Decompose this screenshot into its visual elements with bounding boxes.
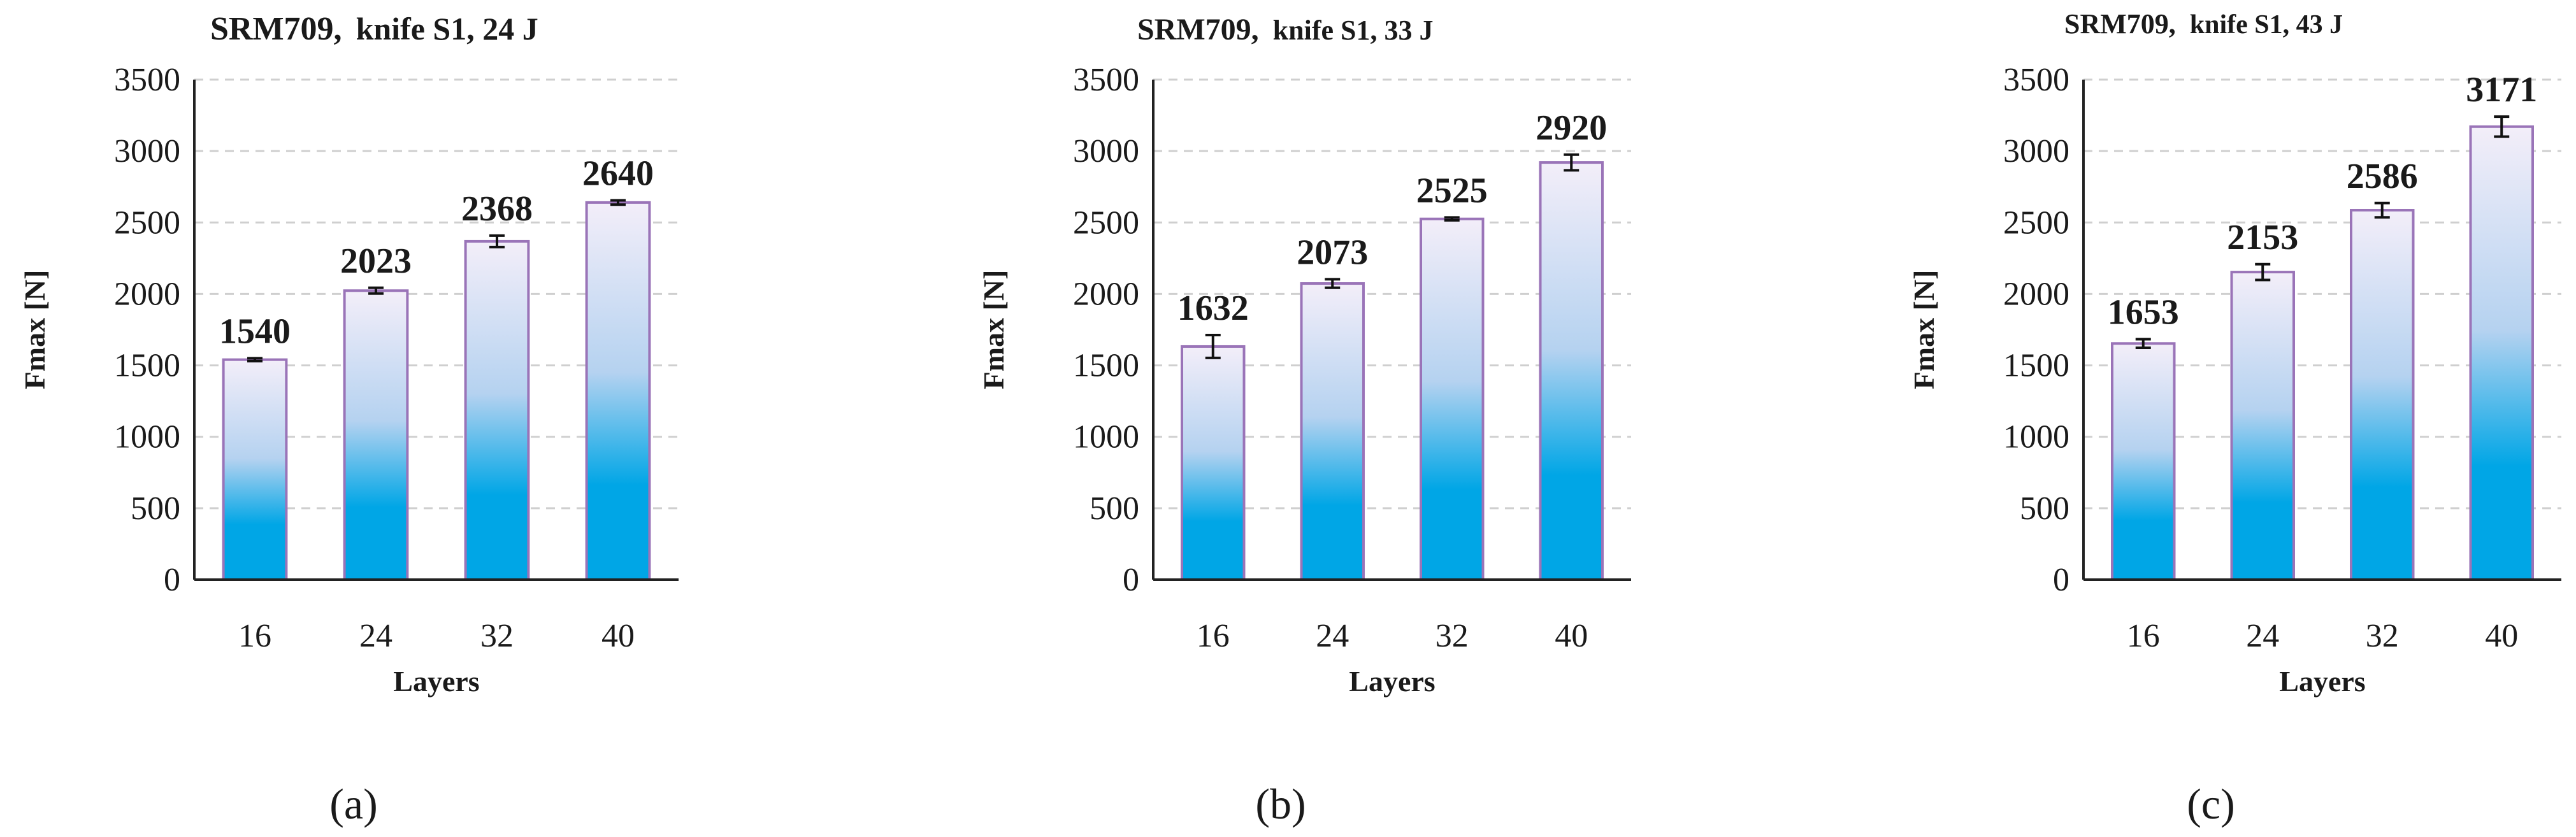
x-tick-label: 32 <box>2366 618 2399 654</box>
y-tick-label: 2500 <box>2003 204 2069 241</box>
bar <box>2469 125 2534 582</box>
y-tick-label: 1500 <box>2003 348 2069 384</box>
bar <box>585 201 651 581</box>
chart-title-main: SRM709, <box>1137 13 1259 46</box>
y-tick-label: 1500 <box>114 348 180 384</box>
x-tick-label: 40 <box>2485 618 2518 654</box>
bar <box>1300 282 1365 581</box>
y-tick-label: 0 <box>2053 562 2069 598</box>
bar <box>1420 217 1485 581</box>
x-tick-label: 24 <box>1316 618 1349 654</box>
y-tick-label: 1000 <box>1073 419 1139 455</box>
y-tick-label: 3500 <box>1073 62 1139 98</box>
y-tick-label: 500 <box>2020 490 2069 527</box>
data-label: 2368 <box>461 189 533 229</box>
y-tick-label: 2500 <box>1073 204 1139 241</box>
data-label: 1632 <box>1177 289 1249 328</box>
data-label: 2640 <box>582 154 654 194</box>
bar <box>222 358 288 581</box>
x-axis-label: Layers <box>393 665 479 698</box>
bar <box>343 289 409 581</box>
data-label: 1653 <box>2108 293 2179 333</box>
y-tick-label: 2000 <box>1073 276 1139 312</box>
y-tick-label: 1500 <box>1073 348 1139 384</box>
y-axis-label: Fmax [N] <box>1908 270 1940 390</box>
y-tick-label: 2500 <box>114 204 180 241</box>
chart-title-sub: knife S1, 33 J <box>1273 15 1434 46</box>
panel-label: (a) <box>329 780 377 828</box>
y-tick-label: 3000 <box>114 133 180 169</box>
y-axis-label: Fmax [N] <box>18 270 51 390</box>
data-label: 2023 <box>340 241 412 281</box>
data-label: 2920 <box>1536 108 1607 148</box>
bar <box>2350 208 2415 581</box>
y-tick-label: 3500 <box>2003 62 2069 98</box>
chart-title-main: SRM709, <box>2064 8 2176 39</box>
data-label: 2525 <box>1416 171 1488 210</box>
chart-title-main: SRM709, <box>210 11 342 47</box>
chart-title: SRM709, knife S1, 24 J <box>210 11 538 47</box>
x-tick-label: 32 <box>480 618 514 654</box>
panel-label: (b) <box>1255 780 1306 828</box>
x-tick-label: 40 <box>1555 618 1588 654</box>
chart-title-sub: knife S1, 24 J <box>356 11 538 46</box>
y-tick-label: 0 <box>1123 562 1139 598</box>
chart-panel-a: SRM709, knife S1, 24 J 0 500 1000 1500 2000 250… <box>18 11 679 828</box>
y-tick-label: 1000 <box>2003 419 2069 455</box>
y-tick-label: 3500 <box>114 62 180 98</box>
y-tick-label: 2000 <box>114 276 180 312</box>
y-axis-label: Fmax [N] <box>977 270 1010 390</box>
chart-title: SRM709, knife S1, 33 J <box>1137 13 1434 46</box>
panel-label: (c) <box>2187 780 2234 828</box>
y-tick-label: 3000 <box>1073 133 1139 169</box>
x-tick-label: 16 <box>238 618 271 654</box>
bar <box>1539 161 1604 582</box>
bar <box>1181 345 1246 581</box>
x-tick-label: 32 <box>1436 618 1469 654</box>
x-tick-label: 24 <box>359 618 392 654</box>
y-tick-label: 2000 <box>2003 276 2069 312</box>
bar <box>2111 342 2176 582</box>
x-axis-label: Layers <box>2279 665 2365 698</box>
chart-panel-c: SRM709, knife S1, 43 J 0 500 1000 1500 2000 250… <box>1908 8 2561 828</box>
x-tick-label: 40 <box>601 618 635 654</box>
data-label: 1540 <box>219 311 291 351</box>
y-tick-label: 0 <box>164 562 180 598</box>
x-axis-label: Layers <box>1349 665 1435 698</box>
x-tick-label: 24 <box>2246 618 2279 654</box>
data-label: 3171 <box>2466 70 2537 110</box>
y-tick-label: 500 <box>131 490 180 527</box>
x-tick-label: 16 <box>1197 618 1230 654</box>
chart-title: SRM709, knife S1, 43 J <box>2064 8 2343 39</box>
y-tick-label: 3000 <box>2003 133 2069 169</box>
chart-panel-b: SRM709, knife S1, 33 J 0 500 1000 1500 2000 250… <box>977 13 1631 828</box>
x-tick-label: 16 <box>2127 618 2160 654</box>
y-tick-label: 1000 <box>114 419 180 455</box>
bar <box>2230 271 2295 581</box>
y-tick-label: 500 <box>1090 490 1139 527</box>
data-label: 2586 <box>2347 157 2418 196</box>
data-label: 2153 <box>2227 218 2298 257</box>
data-label: 2073 <box>1297 232 1368 272</box>
bar <box>464 240 530 581</box>
chart-title-sub: knife S1, 43 J <box>2190 10 2343 39</box>
